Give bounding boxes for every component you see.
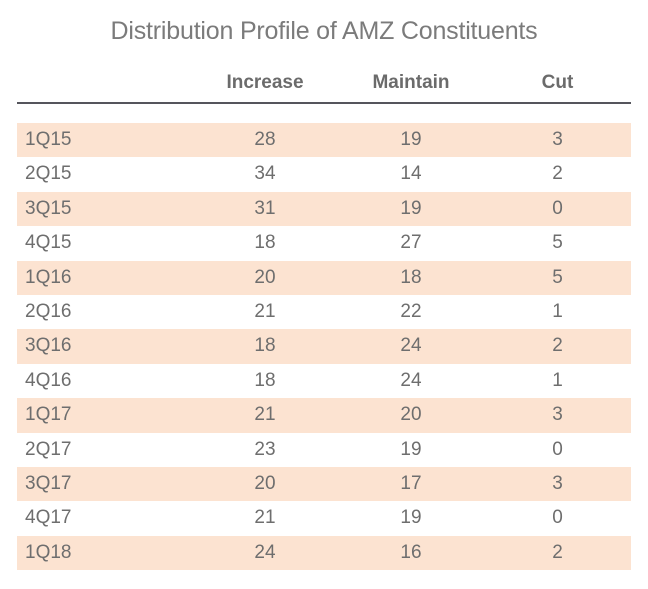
table-row: 4Q17 21 19 0 <box>17 501 631 535</box>
cell-cut: 2 <box>552 163 563 185</box>
row-label: 1Q17 <box>25 404 72 426</box>
cell-increase: 21 <box>254 507 276 529</box>
cell-maintain: 19 <box>400 507 422 529</box>
table-row: 1Q17 21 20 3 <box>17 398 631 433</box>
cell-increase: 18 <box>254 369 276 391</box>
cell-increase: 28 <box>254 129 276 150</box>
cell-cut: 1 <box>552 300 563 322</box>
row-label: 1Q16 <box>25 266 72 288</box>
cell-maintain: 19 <box>400 197 422 219</box>
table-row: 3Q16 18 24 2 <box>17 329 631 364</box>
row-label: 1Q18 <box>25 541 72 563</box>
table-row: 4Q16 18 24 1 <box>17 364 631 398</box>
cell-increase: 18 <box>254 335 276 357</box>
table-row: 2Q15 34 14 2 <box>17 157 631 191</box>
cell-maintain: 18 <box>400 266 422 288</box>
cell-cut: 3 <box>552 129 563 150</box>
row-label: 3Q15 <box>25 197 72 219</box>
cell-increase: 31 <box>254 197 276 219</box>
cell-maintain: 22 <box>400 300 422 322</box>
table-row: 1Q18 24 16 2 <box>17 535 631 571</box>
column-header-increase: Increase <box>226 72 304 93</box>
table-row: 3Q15 31 19 0 <box>17 191 631 227</box>
cell-cut: 2 <box>552 335 563 357</box>
cell-cut: 3 <box>552 404 563 426</box>
cell-cut: 0 <box>552 507 563 529</box>
cell-maintain: 16 <box>400 541 422 563</box>
column-header-maintain: Maintain <box>372 72 450 93</box>
cell-increase: 23 <box>254 438 276 460</box>
cell-maintain: 17 <box>400 472 422 494</box>
cell-increase: 24 <box>254 541 276 563</box>
cell-maintain: 24 <box>400 369 422 391</box>
cell-cut: 3 <box>552 472 563 494</box>
cell-maintain: 24 <box>400 335 422 357</box>
table-row: 1Q15 28 19 3 <box>17 123 631 158</box>
table-row: 1Q16 20 18 5 <box>17 260 631 295</box>
cell-cut: 5 <box>552 266 563 288</box>
cell-increase: 21 <box>254 404 276 426</box>
table-row: 2Q17 23 19 0 <box>17 433 631 467</box>
row-label: 3Q16 <box>25 335 72 357</box>
row-label: 4Q15 <box>25 232 72 254</box>
distribution-table: Increase Maintain Cut 1Q15 28 19 3 2Q15 34 14 2… <box>17 48 631 571</box>
cell-increase: 20 <box>254 472 276 494</box>
cell-maintain: 19 <box>400 438 422 460</box>
page: Distribution Profile of AMZ Constituents… <box>17 17 631 571</box>
cell-cut: 0 <box>552 197 563 219</box>
cell-maintain: 20 <box>400 404 422 426</box>
row-label: 2Q16 <box>25 300 72 322</box>
cell-maintain: 14 <box>400 163 422 185</box>
table-row: 2Q16 21 22 1 <box>17 295 631 329</box>
page-title: Distribution Profile of AMZ Constituents <box>110 17 538 45</box>
cell-cut: 5 <box>552 232 563 254</box>
cell-cut: 0 <box>552 438 563 460</box>
table-header-row: Increase Maintain Cut <box>17 48 631 104</box>
cell-increase: 18 <box>254 232 276 254</box>
cell-increase: 20 <box>254 266 276 288</box>
row-label: 3Q17 <box>25 472 72 494</box>
column-header-cut: Cut <box>541 72 574 93</box>
row-label: 2Q17 <box>25 438 72 460</box>
cell-cut: 1 <box>552 369 563 391</box>
table-row: 4Q15 18 27 5 <box>17 226 631 260</box>
cell-cut: 2 <box>552 541 563 563</box>
table-body: 1Q15 28 19 3 2Q15 34 14 2 3Q15 31 19 0 4Q15 18 27 5 1Q16… <box>17 123 631 571</box>
cell-increase: 21 <box>254 300 276 322</box>
row-label: 1Q15 <box>25 129 72 150</box>
table-row: 3Q17 20 17 3 <box>17 466 631 502</box>
row-label: 4Q17 <box>25 507 72 529</box>
cell-maintain: 19 <box>400 129 422 150</box>
cell-increase: 34 <box>254 163 276 185</box>
row-label: 4Q16 <box>25 369 72 391</box>
cell-maintain: 27 <box>400 232 422 254</box>
row-label: 2Q15 <box>25 163 72 185</box>
